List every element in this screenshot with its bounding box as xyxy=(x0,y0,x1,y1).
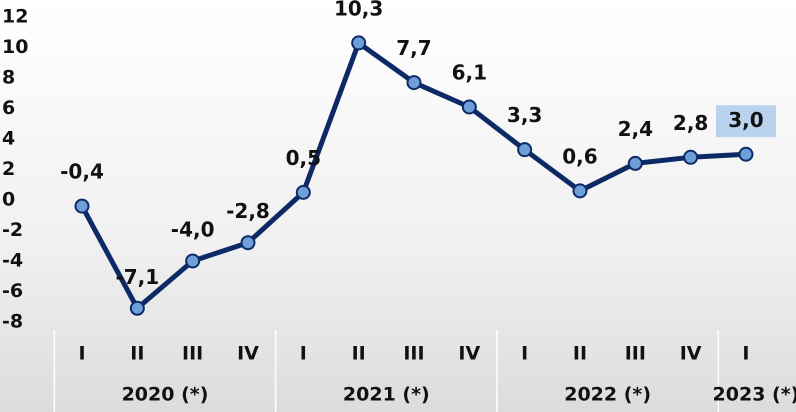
x-tick-label: I xyxy=(521,343,528,365)
x-tick-label: II xyxy=(573,343,587,365)
y-tick-label: -4 xyxy=(2,250,23,272)
data-label: 0,5 xyxy=(286,146,321,170)
marker xyxy=(406,75,422,91)
data-label: 2,4 xyxy=(618,117,653,141)
y-tick-label: 4 xyxy=(2,128,15,150)
x-tick-label: III xyxy=(403,343,424,365)
x-tick-label: I xyxy=(78,343,85,365)
x-tick-label: IV xyxy=(680,343,702,365)
data-label: 10,3 xyxy=(334,0,383,20)
x-tick-label: III xyxy=(625,343,646,365)
y-tick-label: 12 xyxy=(2,6,28,28)
data-label: -2,8 xyxy=(226,199,270,223)
y-tick-label: 2 xyxy=(2,158,15,180)
marker xyxy=(74,198,90,214)
marker xyxy=(351,35,367,51)
data-label: 2,8 xyxy=(673,111,708,135)
marker xyxy=(738,146,754,162)
group-label: 2023 (*) xyxy=(713,384,796,406)
x-tick-label: IV xyxy=(237,343,259,365)
marker xyxy=(683,149,699,165)
group-label: 2020 (*) xyxy=(122,384,209,406)
data-label: -0,4 xyxy=(60,160,104,184)
group-label: 2021 (*) xyxy=(343,384,430,406)
y-tick-label: -6 xyxy=(2,280,23,302)
data-label: 0,6 xyxy=(562,144,597,168)
data-label: 3,0 xyxy=(728,108,763,132)
label-highlight xyxy=(715,105,776,138)
data-label: -4,0 xyxy=(171,218,215,242)
data-label: 6,1 xyxy=(452,60,487,84)
data-label: -7,1 xyxy=(115,265,159,289)
marker xyxy=(572,183,588,199)
marker xyxy=(129,300,145,316)
marker xyxy=(461,99,477,115)
y-tick-label: -2 xyxy=(2,219,23,241)
marker xyxy=(627,155,643,171)
marker xyxy=(295,184,311,200)
x-tick-label: IV xyxy=(458,343,480,365)
data-label: 7,7 xyxy=(396,36,431,60)
x-tick-label: I xyxy=(300,343,307,365)
x-tick-label: I xyxy=(742,343,749,365)
y-tick-label: -8 xyxy=(2,311,23,333)
x-tick-label: III xyxy=(182,343,203,365)
y-tick-label: 8 xyxy=(2,67,15,89)
y-tick-label: 0 xyxy=(2,189,15,211)
x-tick-label: II xyxy=(352,343,366,365)
x-tick-label: II xyxy=(130,343,144,365)
marker xyxy=(185,253,201,269)
data-label: 3,3 xyxy=(507,103,542,127)
group-label: 2022 (*) xyxy=(564,384,651,406)
y-tick-label: 6 xyxy=(2,97,15,119)
marker xyxy=(240,235,256,251)
marker xyxy=(517,142,533,158)
y-tick-label: 10 xyxy=(2,36,28,58)
